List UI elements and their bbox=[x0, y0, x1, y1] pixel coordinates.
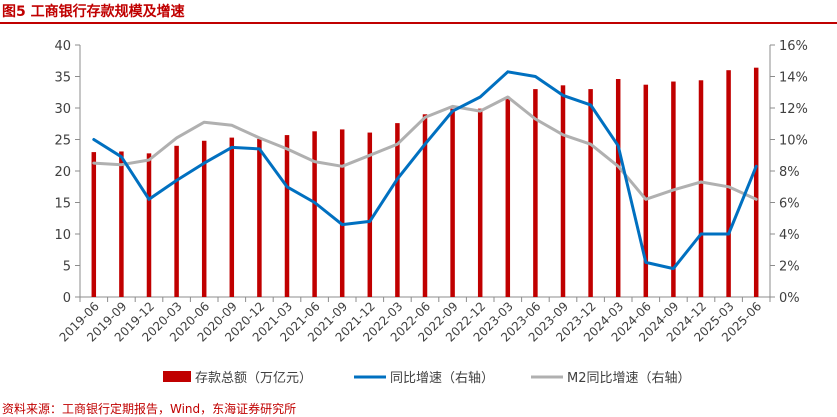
legend-label-m2: M2同比增速（右轴） bbox=[567, 371, 691, 386]
deposit-bar bbox=[284, 135, 290, 297]
right-tick-label: 2% bbox=[779, 260, 800, 275]
left-tick-label: 15 bbox=[54, 197, 71, 212]
deposit-bar bbox=[91, 152, 97, 297]
m2-yoy-line bbox=[92, 95, 758, 201]
deposit-bar bbox=[698, 80, 704, 297]
left-tick-label: 25 bbox=[54, 134, 71, 149]
deposit-bar bbox=[174, 145, 179, 297]
deposit-bar bbox=[339, 129, 345, 297]
deposit-bar bbox=[726, 70, 731, 297]
title-rule bbox=[0, 22, 837, 24]
left-tick-label: 0 bbox=[63, 291, 71, 306]
right-tick-label: 8% bbox=[779, 165, 800, 180]
lines-layer bbox=[92, 70, 758, 271]
deposit-bar bbox=[229, 137, 235, 297]
deposit-bar bbox=[422, 114, 428, 297]
deposit-bar bbox=[119, 151, 124, 297]
deposit-bar bbox=[201, 140, 207, 297]
left-tick-label: 20 bbox=[54, 165, 71, 180]
ticks-layer: 05101520253035400%2%4%6%8%10%12%14%16%20… bbox=[54, 39, 807, 345]
legend-swatch-deposits bbox=[163, 371, 191, 382]
left-tick-label: 35 bbox=[54, 71, 71, 86]
right-tick-label: 16% bbox=[779, 39, 808, 54]
deposit-bar bbox=[505, 96, 511, 297]
deposit-bar bbox=[588, 89, 593, 297]
right-tick-label: 4% bbox=[779, 228, 800, 243]
left-tick-label: 5 bbox=[63, 260, 71, 275]
deposit-bar bbox=[477, 108, 483, 297]
left-tick-label: 10 bbox=[54, 228, 71, 243]
deposit-bar bbox=[753, 67, 759, 298]
deposit-bar bbox=[560, 85, 566, 297]
left-tick-label: 30 bbox=[54, 102, 71, 117]
legend-layer: 存款总额（万亿元） 同比增速（右轴） M2同比增速（右轴） bbox=[163, 371, 691, 386]
bars-layer bbox=[91, 67, 759, 298]
deposit-bar bbox=[146, 153, 152, 297]
legend-label-yoy: 同比增速（右轴） bbox=[390, 371, 494, 386]
figure-title: 图5 工商银行存款规模及增速 bbox=[2, 4, 185, 20]
right-tick-label: 10% bbox=[779, 134, 808, 149]
right-tick-label: 0% bbox=[779, 291, 800, 306]
legend-label-deposits: 存款总额（万亿元） bbox=[195, 371, 312, 386]
right-tick-label: 6% bbox=[779, 197, 800, 212]
deposit-bar bbox=[367, 132, 373, 297]
deposit-bar bbox=[450, 108, 455, 297]
deposit-bar bbox=[615, 79, 621, 298]
right-tick-label: 14% bbox=[779, 71, 808, 86]
deposit-bar bbox=[257, 138, 262, 297]
deposit-bar bbox=[312, 131, 317, 297]
deposit-bar bbox=[395, 123, 400, 298]
left-tick-label: 40 bbox=[54, 39, 71, 54]
source-note: 资料来源：工商银行定期报告，Wind，东海证券研究所 bbox=[2, 402, 297, 416]
right-tick-label: 12% bbox=[779, 102, 808, 117]
deposit-yoy-line bbox=[92, 70, 758, 271]
deposit-bar bbox=[533, 89, 538, 297]
deposit-bar bbox=[643, 84, 649, 297]
